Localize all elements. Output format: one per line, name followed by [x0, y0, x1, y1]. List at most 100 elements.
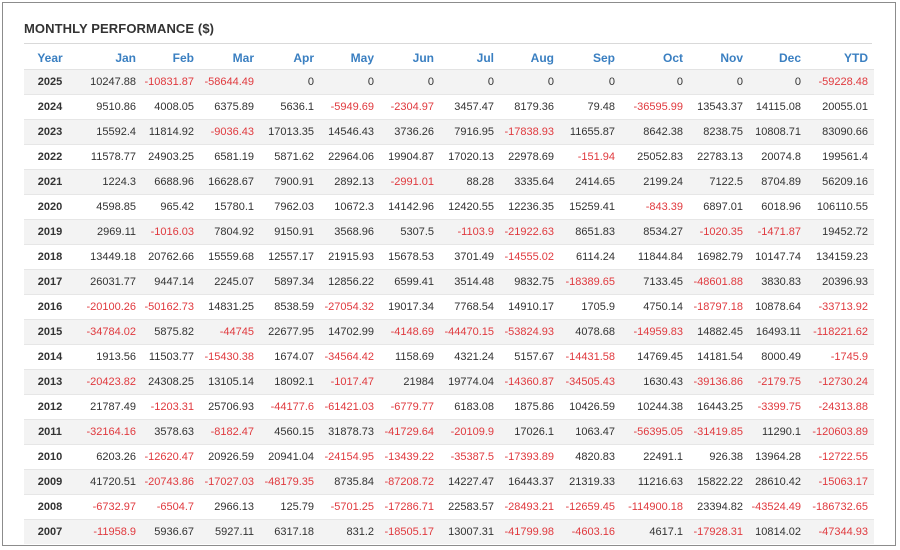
month-cell: 11844.84	[621, 244, 689, 270]
month-cell: 14882.45	[689, 319, 749, 345]
month-cell: 25706.93	[200, 394, 260, 420]
month-cell: 12856.22	[320, 269, 380, 295]
month-cell: 10247.88	[76, 69, 142, 95]
month-cell: -2991.01	[380, 169, 440, 195]
table-row: 2020 4598.85 965.42 15780.1 7962.03 10672.3 14…	[24, 194, 874, 220]
year-cell: 2013	[24, 369, 76, 395]
month-cell: -5949.69	[320, 94, 380, 120]
table-row: 2025 10247.88 -10831.87 -58644.49 0 0 0 0 0 0 0 0 0-…	[24, 69, 874, 95]
year-cell: 2010	[24, 444, 76, 470]
month-cell: 14142.96	[380, 194, 440, 220]
table-row: 2008 -6732.97 -6504.7 2966.13 125.79 -5701.25…	[24, 494, 874, 520]
ytd-cell: -120603.89	[807, 419, 874, 445]
ytd-cell: 20396.93	[807, 269, 874, 295]
month-cell: -48179.35	[260, 469, 320, 495]
table-row: 2013 -20423.82 24308.25 13105.14 18092.1 -101…	[24, 369, 874, 395]
month-cell: -6504.7	[142, 494, 200, 520]
month-cell: -2179.75	[749, 369, 807, 395]
month-cell: 0	[749, 69, 807, 95]
ytd-cell: -118221.62	[807, 319, 874, 345]
month-cell: 831.2	[320, 519, 380, 544]
ytd-cell: 134159.23	[807, 244, 874, 270]
title-divider	[24, 43, 872, 44]
month-cell: 6688.96	[142, 169, 200, 195]
month-cell: 0	[689, 69, 749, 95]
month-cell: 4617.1	[621, 519, 689, 544]
year-cell: 2014	[24, 344, 76, 370]
table-row: 2010 6203.26 -12620.47 20926.59 20941.04 -241…	[24, 444, 874, 470]
year-cell: 2008	[24, 494, 76, 520]
month-cell: -34505.43	[560, 369, 621, 395]
month-cell: 20762.66	[142, 244, 200, 270]
month-cell: 22491.1	[621, 444, 689, 470]
column-header-mar: Mar	[200, 47, 260, 70]
column-header-apr: Apr	[260, 47, 320, 70]
month-cell: -1020.35	[689, 219, 749, 245]
month-cell: -14959.83	[621, 319, 689, 345]
month-cell: -8182.47	[200, 419, 260, 445]
month-cell: 11814.92	[142, 119, 200, 145]
month-cell: 16493.11	[749, 319, 807, 345]
month-cell: 7900.91	[260, 169, 320, 195]
month-cell: 5157.67	[500, 344, 560, 370]
month-cell: -1017.47	[320, 369, 380, 395]
table-row: 2011 -32164.16 3578.63 -8182.47 4560.15 31878…	[24, 419, 874, 445]
month-cell: -20100.26	[76, 294, 142, 320]
month-cell: 2969.11	[76, 219, 142, 245]
month-cell: -31419.85	[689, 419, 749, 445]
month-cell: 1705.9	[560, 294, 621, 320]
month-cell: 10878.64	[749, 294, 807, 320]
month-cell: 10244.38	[621, 394, 689, 420]
month-cell: 20941.04	[260, 444, 320, 470]
month-cell: 17026.1	[500, 419, 560, 445]
month-cell: 12236.35	[500, 194, 560, 220]
month-cell: -17393.89	[500, 444, 560, 470]
month-cell: 9447.14	[142, 269, 200, 295]
table-row: 2017 26031.77 9447.14 2245.07 5897.34 12856.2…	[24, 269, 874, 295]
month-cell: -14555.02	[500, 244, 560, 270]
month-cell: -17286.71	[380, 494, 440, 520]
column-header-oct: Oct	[621, 47, 689, 70]
month-cell: 13449.18	[76, 244, 142, 270]
month-cell: 21984	[380, 369, 440, 395]
month-cell: 3335.64	[500, 169, 560, 195]
month-cell: 7962.03	[260, 194, 320, 220]
month-cell: 8238.75	[689, 119, 749, 145]
header-row: Year Jan Feb Mar Apr May Jun Jul Aug Sep Oct Nov Dec…	[24, 47, 874, 70]
month-cell: 12557.17	[260, 244, 320, 270]
month-cell: 23394.82	[689, 494, 749, 520]
month-cell: 5871.62	[260, 144, 320, 170]
month-cell: 14702.99	[320, 319, 380, 345]
column-header-jan: Jan	[76, 47, 142, 70]
column-header-nov: Nov	[689, 47, 749, 70]
ytd-cell: 106110.55	[807, 194, 874, 220]
month-cell: 2892.13	[320, 169, 380, 195]
month-cell: -3399.75	[749, 394, 807, 420]
month-cell: -44177.6	[260, 394, 320, 420]
month-cell: 3578.63	[142, 419, 200, 445]
table-row: 2016 -20100.26 -50162.73 14831.25 8538.59 -27…	[24, 294, 874, 320]
column-header-dec: Dec	[749, 47, 807, 70]
month-cell: 2245.07	[200, 269, 260, 295]
month-cell: 6018.96	[749, 194, 807, 220]
column-header-sep: Sep	[560, 47, 621, 70]
month-cell: 4750.14	[621, 294, 689, 320]
column-header-aug: Aug	[500, 47, 560, 70]
month-cell: 10426.59	[560, 394, 621, 420]
month-cell: -58644.49	[200, 69, 260, 95]
panel-title: MONTHLY PERFORMANCE ($)	[24, 21, 215, 36]
month-cell: -1471.87	[749, 219, 807, 245]
ytd-cell: -1745.9	[807, 344, 874, 370]
month-cell: -56395.05	[621, 419, 689, 445]
month-cell: 11655.87	[560, 119, 621, 145]
month-cell: 6581.19	[200, 144, 260, 170]
table-body: 2025 10247.88 -10831.87 -58644.49 0 0 0 0 0 0 0 0 0-…	[24, 69, 874, 544]
month-cell: 8735.84	[320, 469, 380, 495]
month-cell: 14115.08	[749, 94, 807, 120]
month-cell: 22783.13	[689, 144, 749, 170]
month-cell: -14360.87	[500, 369, 560, 395]
month-cell: 2199.24	[621, 169, 689, 195]
month-cell: 6317.18	[260, 519, 320, 544]
month-cell: -10831.87	[142, 69, 200, 95]
month-cell: 1913.56	[76, 344, 142, 370]
